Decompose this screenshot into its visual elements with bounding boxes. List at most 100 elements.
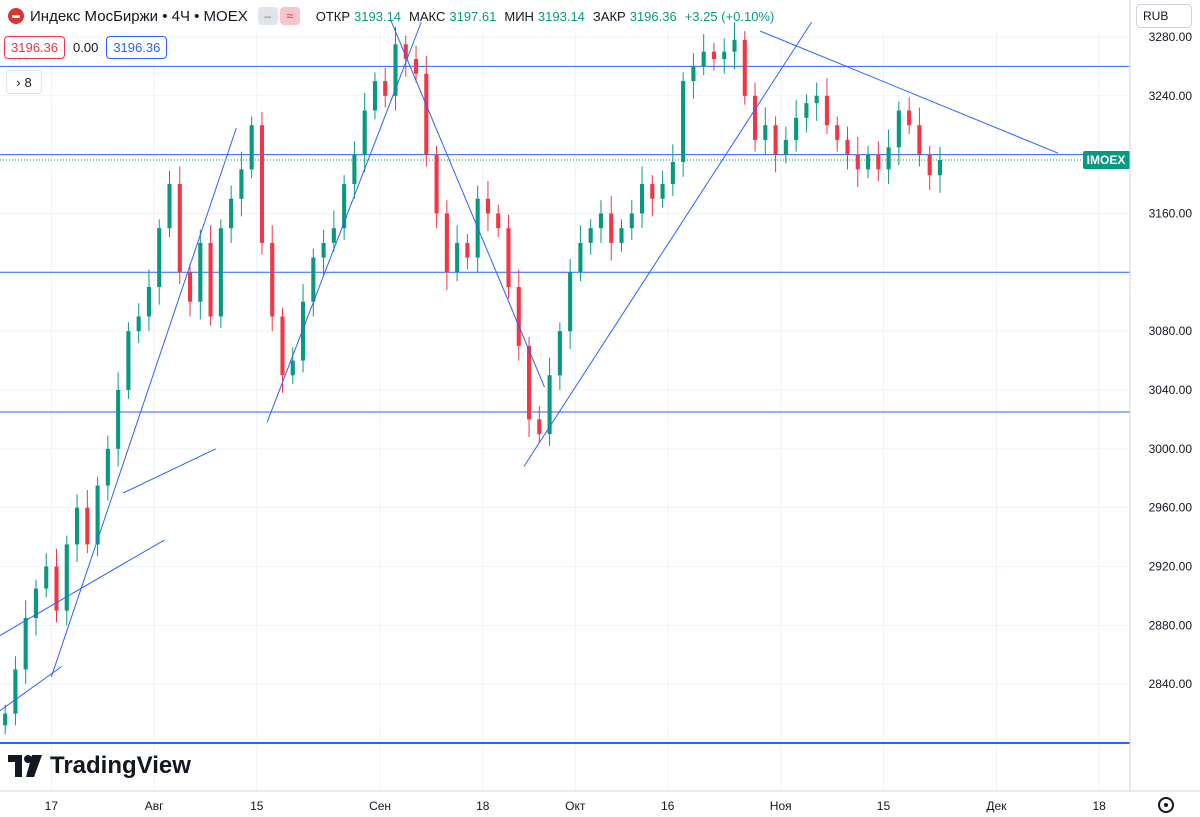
indicators-toggle[interactable]: › 8: [6, 70, 42, 94]
low-value: 3193.14: [537, 8, 585, 24]
candle-body: [372, 81, 378, 111]
candle-body: [752, 95, 758, 140]
candle-body: [907, 110, 912, 126]
candle-body: [393, 44, 398, 96]
candle-body: [126, 331, 131, 390]
candle-body: [763, 125, 768, 140]
candle-body: [588, 228, 593, 243]
candle-body: [876, 154, 881, 170]
candle-body: [783, 139, 788, 155]
candle-body: [74, 507, 80, 545]
candle-body: [568, 272, 573, 332]
trend-line[interactable]: [0, 666, 62, 726]
candle-body: [311, 257, 316, 302]
candle-body: [496, 213, 501, 229]
symbol-tag-label: IMOEX: [1087, 153, 1126, 167]
candle-body: [3, 713, 8, 726]
spread-value: 0.00: [73, 40, 99, 55]
symbol-title[interactable]: Индекс МосБиржи • 4Ч • MOEX: [30, 7, 248, 25]
trend-lines[interactable]: [0, 19, 1059, 726]
price-axis[interactable]: 2840.00 2880.00 2920.00 2960.00 3000.00 3040.…: [1129, 0, 1200, 817]
trend-line[interactable]: [266, 22, 422, 423]
candle-body: [722, 51, 727, 60]
open-label: ОТКР: [315, 8, 351, 24]
currency-selector[interactable]: RUB: [1136, 4, 1192, 28]
candle-body: [927, 154, 932, 176]
candle-body: [485, 198, 491, 214]
price-row: 3196.36 0.00 3196.36: [4, 36, 168, 59]
candle-body: [157, 228, 162, 288]
candle-body: [598, 213, 604, 229]
candle-body: [547, 375, 552, 435]
candle-body: [95, 485, 100, 545]
buy-price-box[interactable]: 3196.36: [106, 36, 168, 59]
x-tick-label: Дек: [986, 799, 1007, 813]
candle-body: [444, 213, 449, 273]
trend-line[interactable]: [50, 127, 237, 677]
candle-body: [557, 331, 562, 376]
candle-body: [455, 242, 460, 273]
trend-line[interactable]: [0, 539, 165, 647]
candle-body: [639, 184, 645, 214]
candle-body: [290, 360, 295, 376]
tradingview-logo-icon: [8, 755, 42, 777]
candle-body: [23, 617, 28, 670]
indicators-count: 8: [24, 74, 32, 90]
candle-body: [526, 345, 532, 420]
candle-body: [136, 316, 141, 332]
y-tick-label: 2840.00: [1149, 677, 1193, 691]
candle-body: [383, 81, 388, 96]
y-tick-label: 2920.00: [1149, 559, 1193, 573]
candle-body: [835, 125, 840, 140]
sell-price-box[interactable]: 3196.36: [4, 36, 65, 59]
candle-body: [937, 159, 943, 176]
candle-body: [619, 228, 624, 243]
candle-body: [146, 287, 152, 317]
candle-body: [506, 228, 511, 288]
candle-body: [64, 544, 69, 611]
candle-body: [629, 213, 634, 229]
candle-body: [681, 81, 686, 162]
x-tick-label: 16: [661, 799, 675, 813]
wave-chip[interactable]: ≈: [279, 7, 300, 25]
chevron-right-icon: ›: [16, 74, 21, 90]
candle-body: [187, 272, 193, 302]
settings-gear-icon[interactable]: [1158, 797, 1174, 813]
y-tick-label: 3040.00: [1149, 383, 1193, 397]
candle-body: [516, 287, 521, 346]
candle-body: [229, 198, 234, 229]
candle-body: [239, 169, 244, 199]
close-value: 3196.36: [629, 8, 677, 24]
x-tick-label: 15: [877, 799, 891, 813]
trend-line[interactable]: [523, 21, 812, 467]
y-tick-label: 2880.00: [1149, 618, 1193, 632]
y-tick-label: 3160.00: [1149, 206, 1193, 220]
candles: [3, 22, 943, 735]
candle-body: [249, 125, 254, 170]
candle-body: [609, 213, 614, 243]
minus-chip[interactable]: –: [257, 7, 278, 25]
candle-body: [670, 161, 675, 185]
candle-body: [362, 110, 367, 155]
horizontal-levels[interactable]: 3260.003200.003120.003025.002800.00IMOEX…: [0, 57, 1197, 752]
trend-line[interactable]: [759, 30, 1059, 154]
x-tick-label: Авг: [145, 799, 164, 813]
candle-body: [434, 154, 439, 214]
tradingview-logo[interactable]: TradingView: [8, 752, 191, 780]
candle-body: [54, 566, 59, 611]
candle-body: [105, 448, 110, 486]
candle-body: [691, 66, 696, 82]
x-tick-label: Ноя: [770, 799, 792, 813]
candle-body: [85, 507, 90, 545]
candle-body: [331, 228, 336, 243]
candle-body: [701, 51, 706, 67]
candle-body: [13, 669, 18, 714]
high-label: МАКС: [409, 8, 446, 24]
trend-line[interactable]: [123, 448, 216, 494]
y-tick-label: 3240.00: [1149, 89, 1193, 103]
trend-line[interactable]: [389, 19, 545, 388]
candle-body: [167, 184, 172, 229]
candle-body: [732, 39, 737, 52]
time-axis[interactable]: 17 Авг 15 Сен 18 Окт 16 Ноя 15 Дек 18: [0, 790, 1200, 813]
